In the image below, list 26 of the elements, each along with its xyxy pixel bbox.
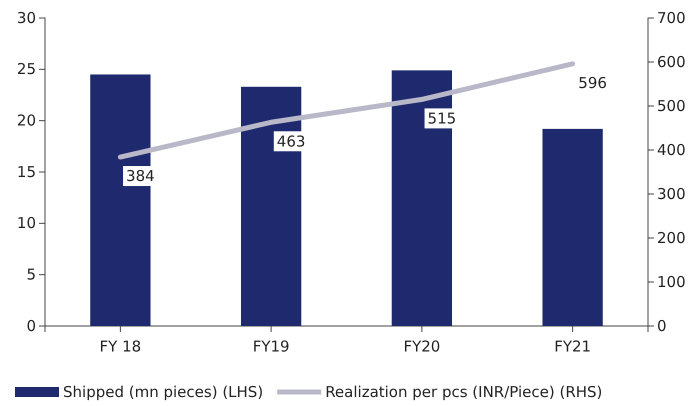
x-tick-label: FY20 xyxy=(403,338,440,356)
y2-tick-label: 0 xyxy=(657,316,667,335)
y-tick-label: 0 xyxy=(26,316,36,335)
legend-label: Shipped (mn pieces) (LHS) xyxy=(63,383,264,401)
y2-tick-label: 700 xyxy=(657,8,686,27)
bar xyxy=(542,128,603,326)
x-tick-label: FY21 xyxy=(554,338,592,356)
y-tick-label: 15 xyxy=(16,162,36,181)
y-tick-label: 5 xyxy=(26,265,36,284)
y2-tick-label: 100 xyxy=(657,272,686,291)
y-tick-label: 30 xyxy=(16,8,36,27)
data-label: 515 xyxy=(428,109,456,128)
y2-tick-label: 400 xyxy=(657,140,686,159)
data-label: 384 xyxy=(126,167,155,186)
x-tick-label: FY19 xyxy=(252,338,290,356)
y-tick-label: 10 xyxy=(16,214,36,232)
y2-tick-label: 300 xyxy=(657,184,686,203)
y-tick-label: 25 xyxy=(16,60,36,78)
y-tick-label: 20 xyxy=(16,111,36,130)
x-tick-label: FY 18 xyxy=(100,338,142,356)
y2-tick-label: 200 xyxy=(657,228,686,247)
legend-label: Realization per pcs (INR/Piece) (RHS) xyxy=(325,383,602,401)
data-label: 463 xyxy=(276,132,306,150)
y2-tick-label: 600 xyxy=(657,52,686,71)
data-label: 596 xyxy=(578,74,607,92)
y2-tick-label: 500 xyxy=(657,96,686,115)
